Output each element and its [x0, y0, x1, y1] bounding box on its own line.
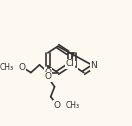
Text: Cl: Cl: [65, 59, 74, 68]
Text: CH₃: CH₃: [0, 63, 14, 72]
Text: O: O: [19, 63, 26, 72]
Text: O: O: [44, 72, 51, 81]
Text: CH₃: CH₃: [66, 101, 80, 110]
Text: O: O: [54, 101, 61, 110]
Text: N: N: [70, 61, 77, 70]
Text: O: O: [54, 101, 61, 110]
Text: O: O: [19, 63, 26, 72]
Text: O: O: [45, 68, 52, 77]
Text: N: N: [90, 61, 97, 70]
